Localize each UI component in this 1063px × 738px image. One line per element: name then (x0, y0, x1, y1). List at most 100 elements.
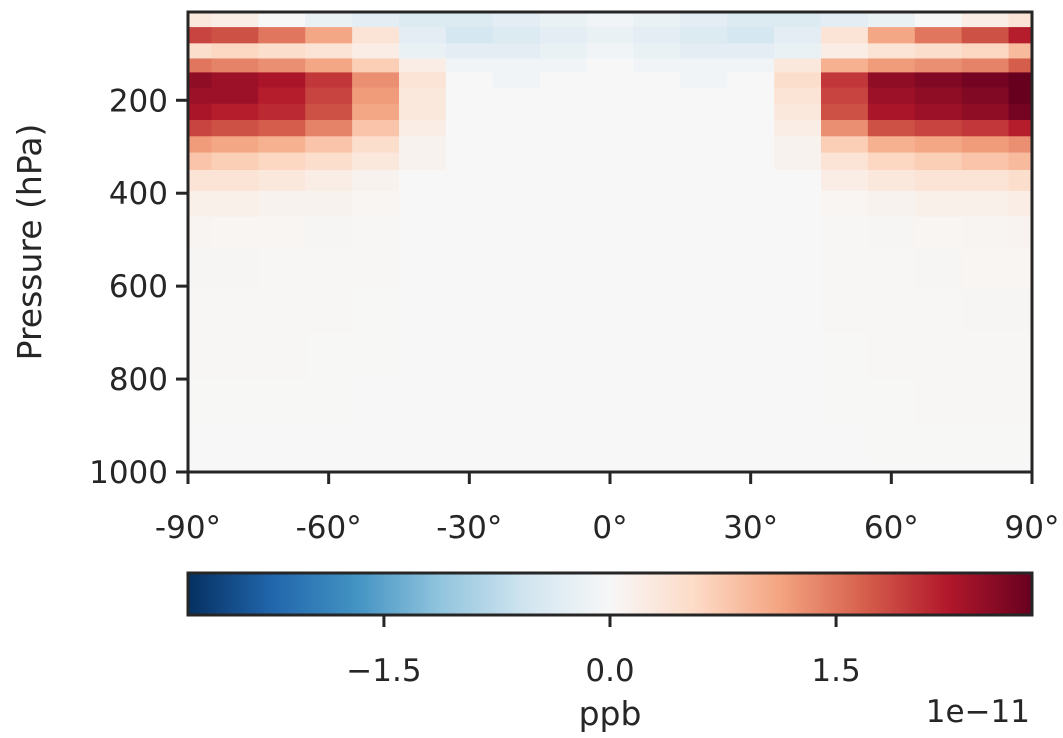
heatmap-cell (821, 216, 869, 250)
heatmap-cell (633, 27, 681, 44)
heatmap-cell (305, 103, 353, 121)
heatmap-cell (492, 248, 541, 290)
heatmap-cell (1008, 87, 1032, 105)
heatmap-cell (211, 27, 259, 44)
x-tick-label: 30° (723, 510, 778, 546)
heatmap-cell (586, 120, 635, 137)
heatmap-cell (680, 216, 728, 250)
heatmap-cell (680, 27, 728, 44)
heatmap-cell (633, 379, 681, 427)
heatmap-cell (258, 190, 306, 218)
heatmap-cell (399, 152, 447, 171)
heatmap-cell (586, 379, 635, 427)
heatmap-cell (633, 72, 681, 89)
heatmap-cell (305, 120, 353, 137)
heatmap-cell (399, 120, 447, 137)
heatmap-cell (774, 12, 822, 28)
heatmap-cell (539, 379, 588, 427)
heatmap-cell (492, 379, 541, 427)
heatmap-cell (774, 152, 822, 171)
colorbar (186, 571, 1034, 617)
heatmap-cell (352, 152, 400, 171)
heatmap-cell (680, 248, 728, 290)
heatmap-cell (774, 136, 822, 154)
heatmap-cell (305, 58, 353, 73)
heatmap-cell (961, 58, 1010, 73)
heatmap-cell (258, 58, 306, 73)
heatmap-cell (445, 216, 494, 250)
heatmap-cell (586, 43, 635, 60)
heatmap-cell (867, 460, 916, 472)
heatmap-cell (914, 120, 963, 137)
heatmap-cell (961, 43, 1010, 60)
heatmap-cell (188, 103, 213, 121)
heatmap-cell (633, 103, 681, 121)
heatmap-cell (680, 152, 728, 171)
heatmap-cell (680, 136, 728, 154)
heatmap-cell (399, 332, 447, 380)
heatmap-cell (774, 169, 822, 192)
heatmap-cell (821, 120, 869, 137)
heatmap-cell (821, 58, 869, 73)
heatmap-cell (821, 288, 869, 334)
heatmap-cell (492, 72, 541, 89)
heatmap-cell (821, 27, 869, 44)
heatmap-cell (867, 103, 916, 121)
heatmap-cell (399, 190, 447, 218)
heatmap-cell (961, 216, 1010, 250)
heatmap-cell (867, 169, 916, 192)
heatmap-cell (188, 379, 213, 427)
heatmap-cell (914, 248, 963, 290)
heatmap-cell (821, 248, 869, 290)
heatmap-cell (961, 332, 1010, 380)
heatmap-cell (727, 43, 775, 60)
heatmap-cell (633, 425, 681, 461)
heatmap-cell (539, 136, 588, 154)
heatmap-cell (680, 169, 728, 192)
heatmap-cell (727, 460, 775, 472)
heatmap-cell (867, 58, 916, 73)
heatmap-cell (1008, 58, 1032, 73)
heatmap-cell (586, 460, 635, 472)
heatmap-cell (492, 12, 541, 28)
heatmap-cell (586, 136, 635, 154)
heatmap-cell (727, 248, 775, 290)
heatmap-cell (305, 425, 353, 461)
heatmap-cell (961, 248, 1010, 290)
heatmap-cell (961, 103, 1010, 121)
heatmap-cell (586, 103, 635, 121)
heatmap-cell (821, 136, 869, 154)
colorbar-tick-label: −1.5 (346, 653, 421, 689)
heatmap-cells (188, 12, 1032, 472)
heatmap-cell (492, 136, 541, 154)
heatmap-cell (633, 43, 681, 60)
heatmap-cell (352, 43, 400, 60)
y-tick-label: 1000 (89, 455, 168, 491)
heatmap-cell (352, 103, 400, 121)
heatmap-cell (727, 190, 775, 218)
heatmap-cell (211, 216, 259, 250)
heatmap-cell (399, 288, 447, 334)
heatmap-cell (445, 169, 494, 192)
heatmap-cell (445, 136, 494, 154)
heatmap-cell (258, 425, 306, 461)
heatmap-cell (445, 43, 494, 60)
heatmap-cell (586, 72, 635, 89)
heatmap-cell (539, 72, 588, 89)
heatmap-cell (539, 425, 588, 461)
y-tick-label: 600 (109, 269, 168, 305)
heatmap-cell (539, 12, 588, 28)
heatmap-cell (258, 332, 306, 380)
heatmap-cell (188, 460, 213, 472)
heatmap-cell (352, 190, 400, 218)
y-tick-label: 200 (109, 83, 168, 119)
heatmap-cell (680, 460, 728, 472)
heatmap-cell (492, 460, 541, 472)
heatmap-cell (352, 72, 400, 89)
heatmap-cell (914, 379, 963, 427)
heatmap-cell (1008, 248, 1032, 290)
heatmap-cell (445, 425, 494, 461)
heatmap-cell (774, 460, 822, 472)
heatmap-cell (399, 425, 447, 461)
